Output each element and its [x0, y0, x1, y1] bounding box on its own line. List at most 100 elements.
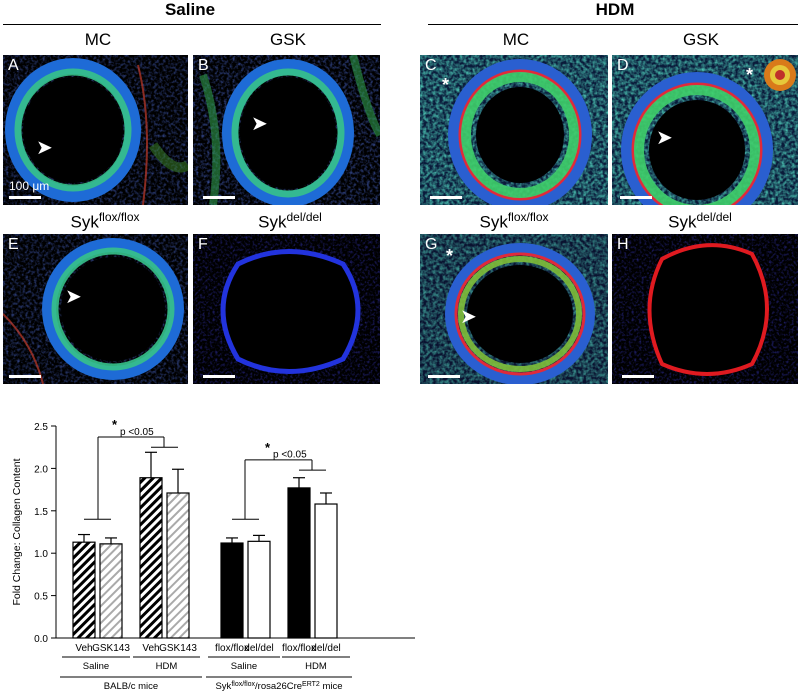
- panel-label-b: B: [198, 57, 209, 74]
- column-mc-right: MC: [502, 30, 530, 49]
- asterisk-marker: *: [746, 65, 754, 85]
- y-tick-label: 1.5: [34, 507, 48, 518]
- x-tick-label: del/del: [244, 643, 273, 654]
- y-tick-label: 2.0: [34, 464, 48, 475]
- y-tick-label: 0.5: [34, 592, 48, 603]
- panel-g-image: [420, 234, 608, 384]
- x-tick-label: flox/flox: [215, 643, 249, 654]
- column-syk-flox-left: Sykflox/flox: [35, 210, 175, 233]
- collagen-bar-chart: 0.0 0.5 1.0 1.5 2.0 2.5 Fold Change: Collagen …: [11, 417, 415, 693]
- sig-star: *: [112, 417, 118, 432]
- panel-g-micrograph: G * ➤: [420, 234, 608, 384]
- bar: [166, 492, 190, 639]
- scale-bar: [9, 375, 41, 378]
- panel-label-c: C: [425, 57, 437, 74]
- panel-f-image: [193, 234, 380, 384]
- arrowhead-icon: ➤: [460, 306, 477, 328]
- scale-bar: [430, 196, 462, 199]
- bar: [247, 540, 271, 639]
- panel-h-image: [612, 234, 798, 384]
- syk-label: Syk: [479, 212, 508, 232]
- strain-superscript: flox/flox: [231, 681, 255, 688]
- x-tick-label: GSK143: [159, 643, 197, 654]
- scale-bar: [622, 375, 654, 378]
- panel-c-image: [420, 55, 608, 205]
- scale-bar: [620, 196, 652, 199]
- panel-label-e: E: [8, 236, 19, 253]
- y-axis-label: Fold Change: Collagen Content: [11, 458, 23, 605]
- y-tick-label: 1.0: [34, 549, 48, 560]
- strain-text: Syk: [215, 681, 231, 692]
- bar: [220, 542, 244, 639]
- group-label: Saline: [231, 661, 257, 672]
- scale-bar: [428, 375, 460, 378]
- strain-superscript: ERT2: [302, 681, 320, 688]
- panel-e-micrograph: E ➤: [3, 234, 188, 384]
- panel-e-image: [3, 234, 188, 384]
- group-label: HDM: [156, 661, 178, 672]
- sig-text: p <0.05: [120, 427, 154, 438]
- scale-bar: [203, 375, 235, 378]
- strain-text: /rosa26Cre: [255, 681, 302, 692]
- syk-genotype: flox/flox: [98, 210, 140, 224]
- syk-genotype: del/del: [286, 210, 322, 224]
- scale-bar: [9, 196, 41, 199]
- x-tick-label: Veh: [142, 643, 159, 654]
- column-gsk-left: GSK: [270, 30, 306, 49]
- scale-bar-label: 100 μm: [9, 179, 50, 193]
- panel-b-micrograph: B ➤: [193, 55, 380, 205]
- arrowhead-icon: ➤: [656, 127, 673, 149]
- panel-d-micrograph: D * ➤: [612, 55, 798, 205]
- group-label: Saline: [83, 661, 109, 672]
- column-syk-del-left: Sykdel/del: [220, 210, 360, 233]
- arrowhead-icon: ➤: [65, 286, 82, 308]
- asterisk-marker: *: [442, 75, 450, 95]
- syk-genotype: flox/flox: [507, 210, 549, 224]
- sig-star: *: [265, 440, 271, 455]
- column-syk-del-right: Sykdel/del: [630, 210, 770, 233]
- panel-d-image: [612, 55, 798, 205]
- syk-label: Syk: [668, 212, 697, 232]
- arrowhead-icon: ➤: [251, 113, 268, 135]
- saline-header: Saline: [164, 0, 216, 19]
- panel-f-micrograph: F: [193, 234, 380, 384]
- bar: [287, 487, 311, 639]
- x-tick-label: Veh: [75, 643, 92, 654]
- panel-b-image: [193, 55, 380, 205]
- strain-label-balb: BALB/c mice: [104, 681, 158, 692]
- arrowhead-icon: ➤: [36, 137, 53, 159]
- group-label: HDM: [305, 661, 327, 672]
- asterisk-marker: *: [446, 246, 454, 266]
- bar: [99, 543, 123, 639]
- panel-a-image: [3, 55, 188, 205]
- panel-label-h: H: [617, 236, 629, 253]
- hdm-header: HDM: [595, 0, 635, 19]
- x-tick-label: GSK143: [92, 643, 130, 654]
- strain-text: mice: [320, 681, 343, 692]
- panel-label-g: G: [425, 236, 438, 253]
- panel-c-micrograph: C *: [420, 55, 608, 205]
- x-tick-label: del/del: [311, 643, 340, 654]
- scale-bar: [203, 196, 235, 199]
- bar: [139, 477, 163, 639]
- strain-label-syk: Sykflox/flox/rosa26CreERT2 mice: [215, 681, 342, 693]
- panel-h-micrograph: H: [612, 234, 798, 384]
- panel-label-a: A: [8, 57, 19, 74]
- syk-label: Syk: [70, 212, 99, 232]
- bar: [314, 503, 338, 639]
- y-tick-label: 2.5: [34, 422, 48, 433]
- panel-label-f: F: [198, 236, 208, 253]
- column-syk-flox-right: Sykflox/flox: [444, 210, 584, 233]
- syk-label: Syk: [258, 212, 287, 232]
- panel-a-micrograph: A ➤ 100 μm: [3, 55, 188, 205]
- syk-genotype: del/del: [696, 210, 732, 224]
- panel-label-d: D: [617, 57, 629, 74]
- hdm-rule: [428, 24, 798, 25]
- saline-rule: [3, 24, 381, 25]
- column-mc-left: MC: [84, 30, 112, 49]
- y-tick-label: 0.0: [34, 634, 48, 645]
- x-tick-label: flox/flox: [282, 643, 316, 654]
- sig-text: p <0.05: [273, 450, 307, 461]
- column-gsk-right: GSK: [683, 30, 719, 49]
- bar: [72, 541, 96, 639]
